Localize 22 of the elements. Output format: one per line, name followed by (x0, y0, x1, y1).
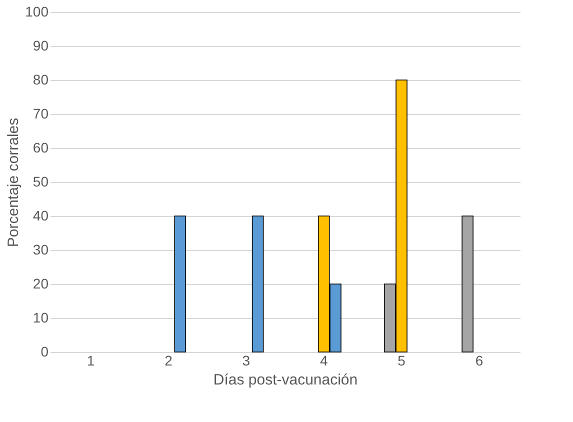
y-tick-label: 70 (32, 106, 49, 122)
y-tick-label: 50 (32, 174, 49, 190)
y-tick-label: 0 (40, 344, 49, 360)
y-tick-label: 20 (32, 276, 49, 292)
bar (252, 216, 264, 352)
y-tick-label: 90 (32, 38, 49, 54)
x-tick-label: 1 (86, 352, 95, 368)
x-axis-title: Días post-vacunación (213, 372, 358, 388)
x-tick-label: 4 (320, 352, 328, 368)
x-tick-label: 5 (398, 352, 406, 368)
y-tick-label: 40 (32, 208, 49, 224)
x-tick-label: 3 (242, 352, 250, 368)
y-tick-label: 30 (32, 242, 49, 258)
y-tick-label: 80 (32, 72, 49, 88)
x-tick-label: 6 (475, 352, 484, 368)
bar (174, 216, 186, 352)
y-tick-label: 100 (25, 4, 49, 20)
y-axis-title: Porcentaje corrales (5, 118, 22, 248)
y-tick-label: 60 (32, 140, 49, 156)
y-tick-label: 10 (32, 310, 49, 326)
bar (462, 216, 474, 352)
x-tick-label: 2 (164, 352, 173, 368)
